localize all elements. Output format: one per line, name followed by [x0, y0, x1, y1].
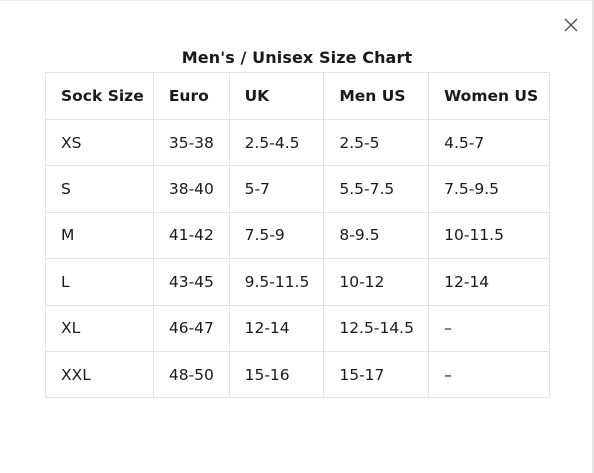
close-button[interactable] — [561, 15, 581, 35]
header-men-us: Men US — [323, 72, 430, 120]
cell-sock-size: S — [45, 165, 154, 213]
table-row: XL 46-47 12-14 12.5-14.5 – — [45, 304, 550, 352]
table-row: XS 35-38 2.5-4.5 2.5-5 4.5-7 — [45, 118, 550, 167]
cell-men-us: 12.5-14.5 — [323, 304, 430, 352]
cell-sock-size: XXL — [45, 350, 154, 399]
cell-euro: 46-47 — [152, 304, 230, 352]
cell-men-us: 2.5-5 — [323, 118, 430, 167]
close-icon — [564, 18, 578, 32]
cell-euro: 43-45 — [152, 258, 230, 306]
cell-men-us: 5.5-7.5 — [323, 165, 430, 213]
cell-euro: 41-42 — [152, 211, 230, 260]
size-chart-table: Sock Size Euro UK Men US Women US XS 35-… — [45, 72, 550, 399]
cell-women-us: 12-14 — [428, 258, 550, 306]
table-row: XXL 48-50 15-16 15-17 – — [45, 350, 550, 399]
cell-euro: 48-50 — [152, 350, 230, 399]
size-chart-title: Men's / Unisex Size Chart — [181, 48, 413, 67]
header-euro: Euro — [152, 72, 230, 120]
header-uk: UK — [228, 72, 325, 120]
cell-euro: 38-40 — [152, 165, 230, 213]
cell-uk: 9.5-11.5 — [228, 258, 325, 306]
cell-sock-size: L — [45, 258, 154, 306]
cell-uk: 15-16 — [228, 350, 325, 399]
cell-women-us: – — [428, 304, 550, 352]
cell-uk: 7.5-9 — [228, 211, 325, 260]
cell-women-us: 10-11.5 — [428, 211, 550, 260]
cell-sock-size: XS — [45, 118, 154, 167]
table-row: M 41-42 7.5-9 8-9.5 10-11.5 — [45, 211, 550, 260]
table-row: L 43-45 9.5-11.5 10-12 12-14 — [45, 258, 550, 306]
cell-uk: 2.5-4.5 — [228, 118, 325, 167]
table-row: S 38-40 5-7 5.5-7.5 7.5-9.5 — [45, 165, 550, 213]
cell-women-us: 7.5-9.5 — [428, 165, 550, 213]
header-sock-size: Sock Size — [45, 72, 154, 120]
modal-top-border — [0, 0, 592, 1]
header-women-us: Women US — [428, 72, 550, 120]
cell-women-us: – — [428, 350, 550, 399]
cell-women-us: 4.5-7 — [428, 118, 550, 167]
cell-sock-size: M — [45, 211, 154, 260]
cell-men-us: 8-9.5 — [323, 211, 430, 260]
cell-uk: 5-7 — [228, 165, 325, 213]
table-header-row: Sock Size Euro UK Men US Women US — [45, 72, 550, 120]
cell-uk: 12-14 — [228, 304, 325, 352]
cell-sock-size: XL — [45, 304, 154, 352]
cell-men-us: 15-17 — [323, 350, 430, 399]
cell-euro: 35-38 — [152, 118, 230, 167]
cell-men-us: 10-12 — [323, 258, 430, 306]
